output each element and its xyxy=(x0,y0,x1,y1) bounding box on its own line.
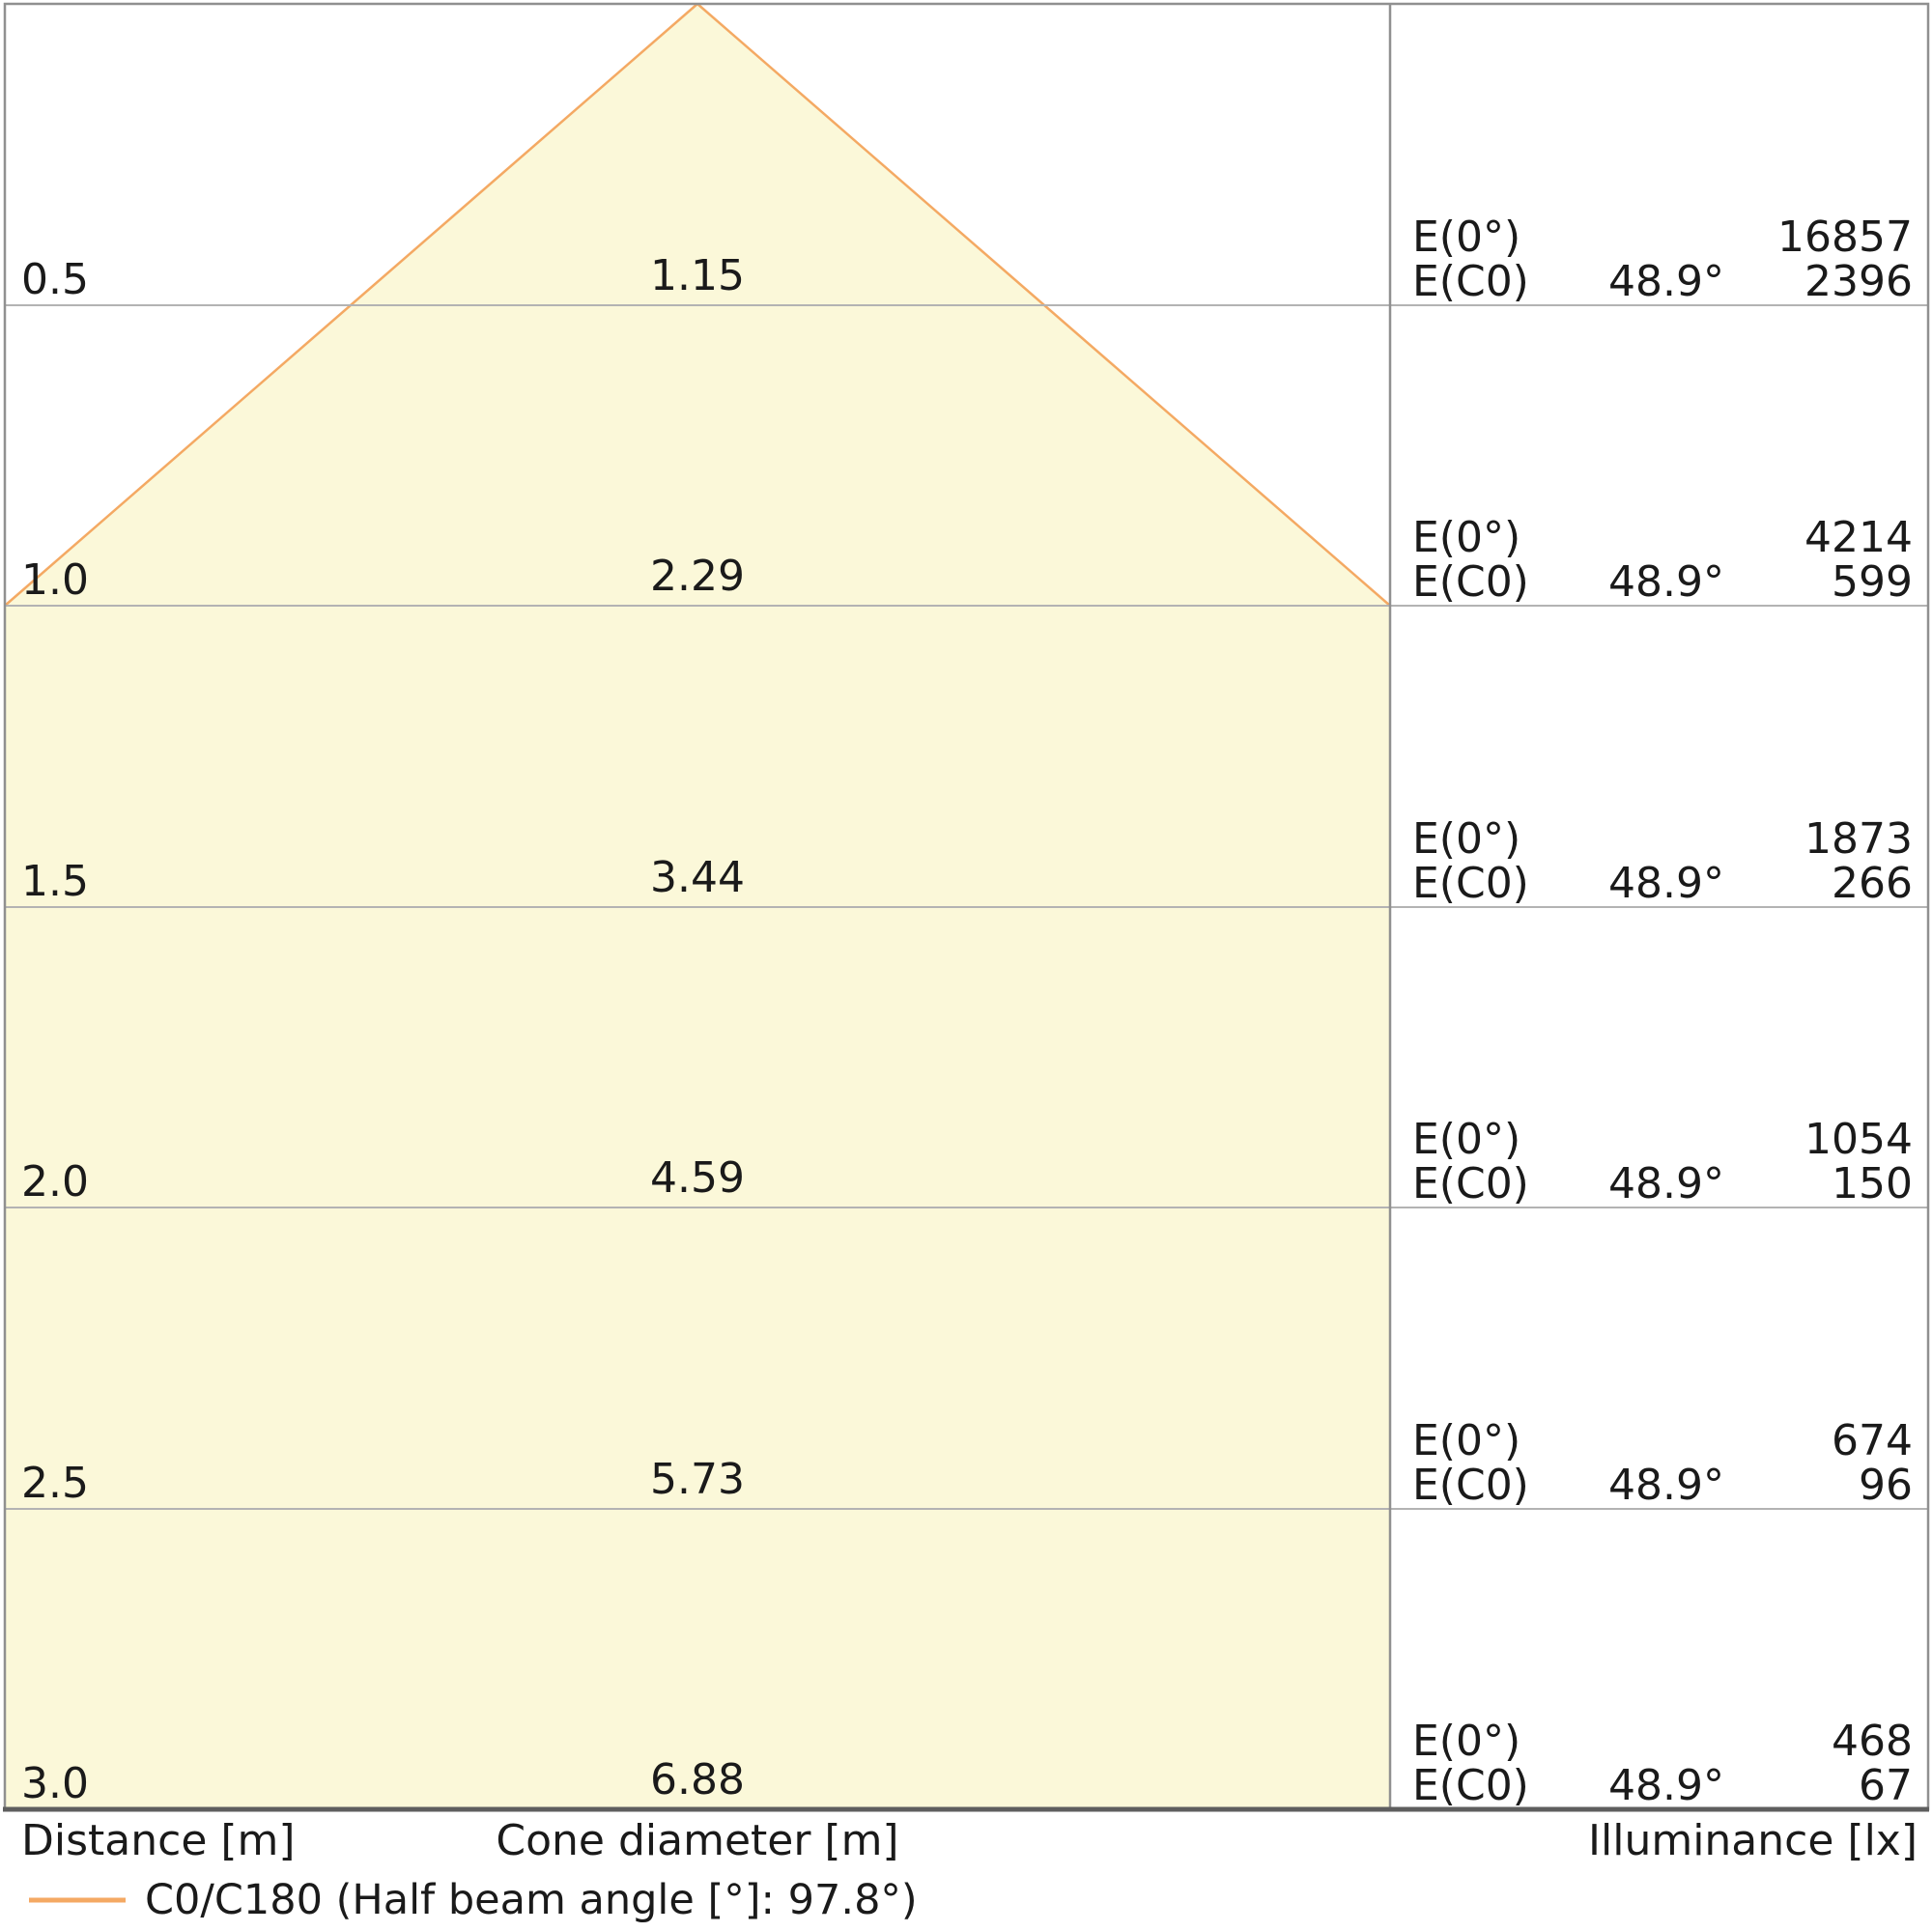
ec0-angle: 48.9° xyxy=(1608,859,1724,908)
ec0-angle: 48.9° xyxy=(1608,557,1724,607)
ec0-angle: 48.9° xyxy=(1608,1461,1724,1510)
ec0-label: E(C0) xyxy=(1412,257,1529,306)
ec0-value: 599 xyxy=(1832,557,1913,607)
distance-tick: 1.0 xyxy=(21,555,89,605)
ec0-label: E(C0) xyxy=(1412,1761,1529,1810)
e0-label: E(0°) xyxy=(1412,1115,1520,1164)
e0-label: E(0°) xyxy=(1412,1416,1520,1465)
cone-row-2.0: 2.0 4.59 E(0°) 1054 E(C0) 48.9° 150 xyxy=(21,1115,1913,1208)
legend: C0/C180 (Half beam angle [°]: 97.8°) xyxy=(29,1876,918,1924)
cone-diameter-value: 6.88 xyxy=(650,1755,745,1804)
distance-tick: 2.5 xyxy=(21,1459,89,1508)
cone-diameter-value: 1.15 xyxy=(650,251,745,300)
e0-value: 16857 xyxy=(1777,213,1913,262)
e0-value: 1873 xyxy=(1804,814,1913,864)
e0-value: 1054 xyxy=(1804,1115,1913,1164)
cone-row-1.5: 1.5 3.44 E(0°) 1873 E(C0) 48.9° 266 xyxy=(21,814,1913,908)
e0-value: 674 xyxy=(1832,1416,1913,1465)
cone-diameter-value: 3.44 xyxy=(650,853,745,902)
distance-axis-caption: Distance [m] xyxy=(21,1816,296,1865)
cone-row-3.0: 3.0 6.88 E(0°) 468 E(C0) 48.9° 67 xyxy=(21,1717,1913,1810)
distance-tick: 0.5 xyxy=(21,255,89,304)
e0-value: 4214 xyxy=(1804,513,1913,562)
cone-diameter-value: 4.59 xyxy=(650,1153,745,1203)
ec0-label: E(C0) xyxy=(1412,859,1529,908)
illuminance-axis-caption: Illuminance [lx] xyxy=(1588,1816,1918,1865)
axis-captions: Distance [m] Cone diameter [m] Illuminan… xyxy=(21,1816,1918,1865)
distance-tick: 2.0 xyxy=(21,1157,89,1207)
ec0-value: 67 xyxy=(1859,1761,1913,1810)
distance-tick: 1.5 xyxy=(21,857,89,906)
grid xyxy=(3,2,1930,1812)
ec0-value: 266 xyxy=(1832,859,1913,908)
distance-tick: 3.0 xyxy=(21,1759,89,1808)
cone-diameter-value: 2.29 xyxy=(650,552,745,601)
ec0-angle: 48.9° xyxy=(1608,1159,1724,1208)
e0-label: E(0°) xyxy=(1412,814,1520,864)
ec0-value: 96 xyxy=(1859,1461,1913,1510)
cone-row-2.5: 2.5 5.73 E(0°) 674 E(C0) 48.9° 96 xyxy=(21,1416,1913,1510)
e0-label: E(0°) xyxy=(1412,1717,1520,1766)
cone-diameter-value: 5.73 xyxy=(650,1455,745,1504)
e0-label: E(0°) xyxy=(1412,513,1520,562)
cone-diameter-axis-caption: Cone diameter [m] xyxy=(496,1816,898,1865)
legend-label: C0/C180 (Half beam angle [°]: 97.8°) xyxy=(145,1876,918,1924)
ec0-value: 2396 xyxy=(1804,257,1913,306)
cone-row-0.5: 0.5 1.15 E(0°) 16857 E(C0) 48.9° 2396 xyxy=(21,213,1913,306)
ec0-value: 150 xyxy=(1832,1159,1913,1208)
e0-value: 468 xyxy=(1832,1717,1913,1766)
e0-label: E(0°) xyxy=(1412,213,1520,262)
ec0-label: E(C0) xyxy=(1412,1461,1529,1510)
ec0-label: E(C0) xyxy=(1412,557,1529,607)
ec0-angle: 48.9° xyxy=(1608,257,1724,306)
ec0-angle: 48.9° xyxy=(1608,1761,1724,1810)
ec0-label: E(C0) xyxy=(1412,1159,1529,1208)
cone-row-1.0: 1.0 2.29 E(0°) 4214 E(C0) 48.9° 599 xyxy=(21,513,1913,607)
